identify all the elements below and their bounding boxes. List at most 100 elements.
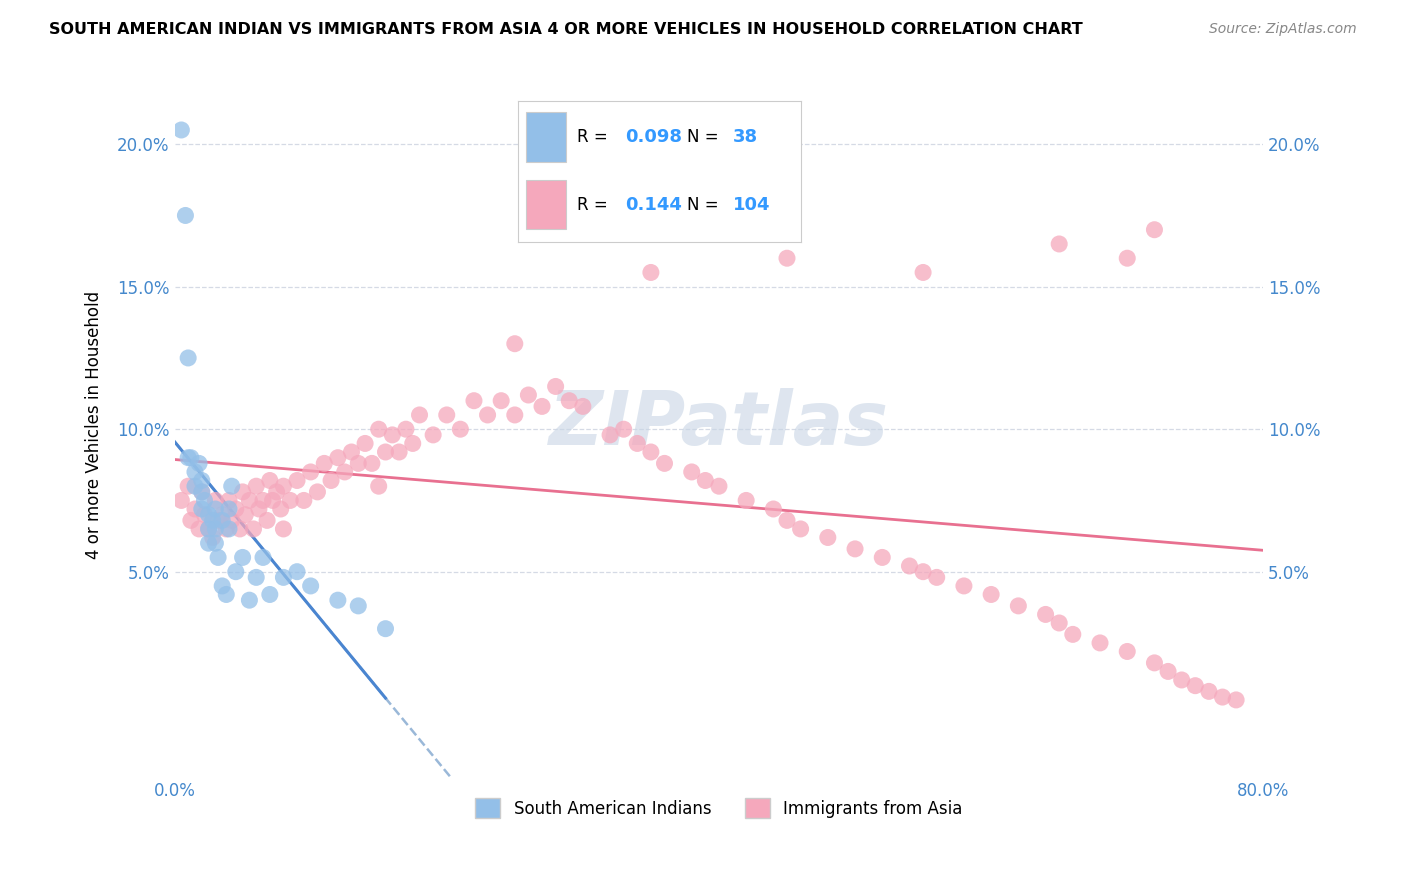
Point — [707, 479, 730, 493]
Point — [188, 457, 211, 471]
Point — [245, 570, 267, 584]
Point — [1088, 636, 1111, 650]
Point — [191, 484, 214, 499]
Point — [215, 587, 238, 601]
Point — [207, 513, 229, 527]
Point — [180, 513, 202, 527]
Point — [184, 465, 207, 479]
Point — [177, 351, 200, 365]
Point — [762, 502, 785, 516]
Point — [544, 379, 567, 393]
Point — [388, 445, 411, 459]
Point — [1047, 237, 1070, 252]
Point — [735, 493, 758, 508]
Point — [517, 388, 540, 402]
Point — [256, 513, 278, 527]
Point — [204, 493, 226, 508]
Point — [361, 457, 384, 471]
Point — [347, 599, 370, 613]
Point — [1184, 679, 1206, 693]
Point — [204, 536, 226, 550]
Point — [180, 450, 202, 465]
Point — [333, 465, 356, 479]
Text: ZIPatlas: ZIPatlas — [548, 388, 889, 461]
Point — [870, 550, 893, 565]
Point — [247, 502, 270, 516]
Point — [177, 479, 200, 493]
Point — [201, 513, 224, 527]
Point — [326, 450, 349, 465]
Point — [174, 209, 197, 223]
Point — [285, 474, 308, 488]
Point — [225, 502, 247, 516]
Point — [422, 428, 444, 442]
Point — [912, 565, 935, 579]
Point — [170, 123, 193, 137]
Point — [1225, 693, 1247, 707]
Text: SOUTH AMERICAN INDIAN VS IMMIGRANTS FROM ASIA 4 OR MORE VEHICLES IN HOUSEHOLD CO: SOUTH AMERICAN INDIAN VS IMMIGRANTS FROM… — [49, 22, 1083, 37]
Point — [626, 436, 648, 450]
Point — [1035, 607, 1057, 622]
Point — [654, 457, 676, 471]
Point — [197, 522, 219, 536]
Point — [980, 587, 1002, 601]
Point — [232, 484, 254, 499]
Point — [307, 484, 329, 499]
Point — [776, 513, 799, 527]
Point — [319, 474, 342, 488]
Point — [238, 493, 260, 508]
Point — [191, 474, 214, 488]
Point — [789, 522, 811, 536]
Point — [340, 445, 363, 459]
Point — [211, 508, 233, 522]
Point — [1062, 627, 1084, 641]
Point — [898, 559, 921, 574]
Point — [489, 393, 512, 408]
Point — [1116, 644, 1139, 658]
Point — [374, 445, 396, 459]
Point — [314, 457, 336, 471]
Point — [1116, 251, 1139, 265]
Point — [776, 251, 799, 265]
Point — [503, 408, 526, 422]
Point — [221, 479, 243, 493]
Point — [367, 422, 389, 436]
Point — [262, 493, 284, 508]
Point — [640, 265, 662, 279]
Point — [259, 474, 281, 488]
Point — [273, 479, 295, 493]
Point — [197, 508, 219, 522]
Point — [1047, 615, 1070, 630]
Point — [558, 393, 581, 408]
Point — [463, 393, 485, 408]
Point — [395, 422, 418, 436]
Point — [245, 479, 267, 493]
Point — [613, 422, 636, 436]
Point — [354, 436, 377, 450]
Point — [204, 522, 226, 536]
Point — [695, 474, 717, 488]
Point — [503, 336, 526, 351]
Point — [252, 493, 274, 508]
Point — [211, 579, 233, 593]
Point — [211, 513, 233, 527]
Point — [408, 408, 430, 422]
Point — [299, 465, 322, 479]
Point — [221, 513, 243, 527]
Point — [252, 550, 274, 565]
Point — [953, 579, 976, 593]
Point — [259, 587, 281, 601]
Point — [1143, 656, 1166, 670]
Point — [233, 508, 256, 522]
Point — [204, 502, 226, 516]
Point — [218, 522, 240, 536]
Point — [266, 484, 288, 499]
Point — [207, 550, 229, 565]
Point — [197, 522, 219, 536]
Point — [270, 502, 292, 516]
Point — [599, 428, 621, 442]
Point — [201, 531, 224, 545]
Point — [477, 408, 499, 422]
Point — [232, 550, 254, 565]
Point — [925, 570, 948, 584]
